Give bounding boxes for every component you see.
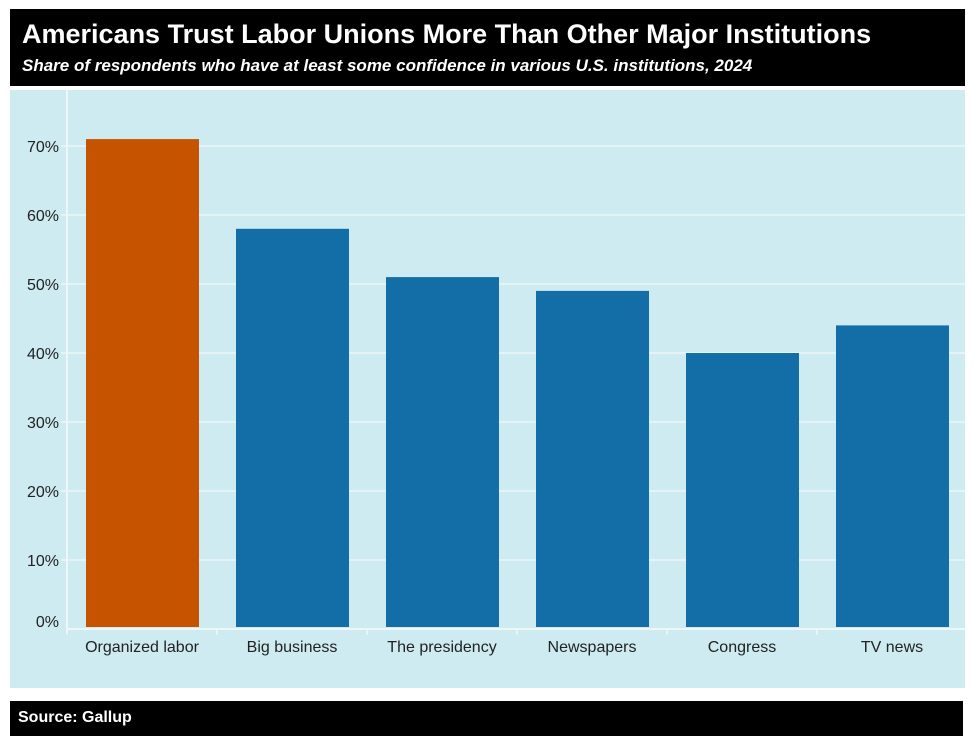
x-tick-label: The presidency — [387, 639, 496, 656]
y-tick-label: 10% — [27, 553, 59, 570]
y-tick-label: 0% — [36, 614, 59, 631]
y-tick-label: 50% — [27, 277, 59, 294]
y-tick-label: 30% — [27, 415, 59, 432]
bar-tv-news — [836, 325, 949, 627]
x-tick-label: Congress — [708, 639, 776, 656]
x-tick-label: Big business — [247, 639, 338, 656]
x-tick-label: TV news — [861, 639, 923, 656]
title-bar: Americans Trust Labor Unions More Than O… — [10, 9, 965, 86]
chart-title: Americans Trust Labor Unions More Than O… — [22, 19, 872, 49]
y-tick-label: 70% — [27, 139, 59, 156]
bar-chart: 0% 10% 20% 30% 40% 50% 60% 70% Organized labor Bi… — [10, 90, 965, 688]
bar-newspapers — [536, 290, 649, 627]
x-tick-label: Newspapers — [548, 639, 637, 656]
bar-congress — [686, 353, 799, 627]
bar-the-presidency — [386, 277, 499, 627]
y-tick-label: 40% — [27, 346, 59, 363]
source-bar: Source: Gallup — [10, 701, 963, 736]
y-tick-label: 20% — [27, 484, 59, 501]
bar-big-business — [236, 228, 349, 628]
y-tick-label: 60% — [27, 208, 59, 225]
chart-subtitle: Share of respondents who have at least s… — [22, 56, 753, 75]
x-tick-label: Organized labor — [85, 639, 200, 656]
bar-organized-labor — [86, 139, 199, 627]
source-note: Source: Gallup — [18, 709, 132, 726]
